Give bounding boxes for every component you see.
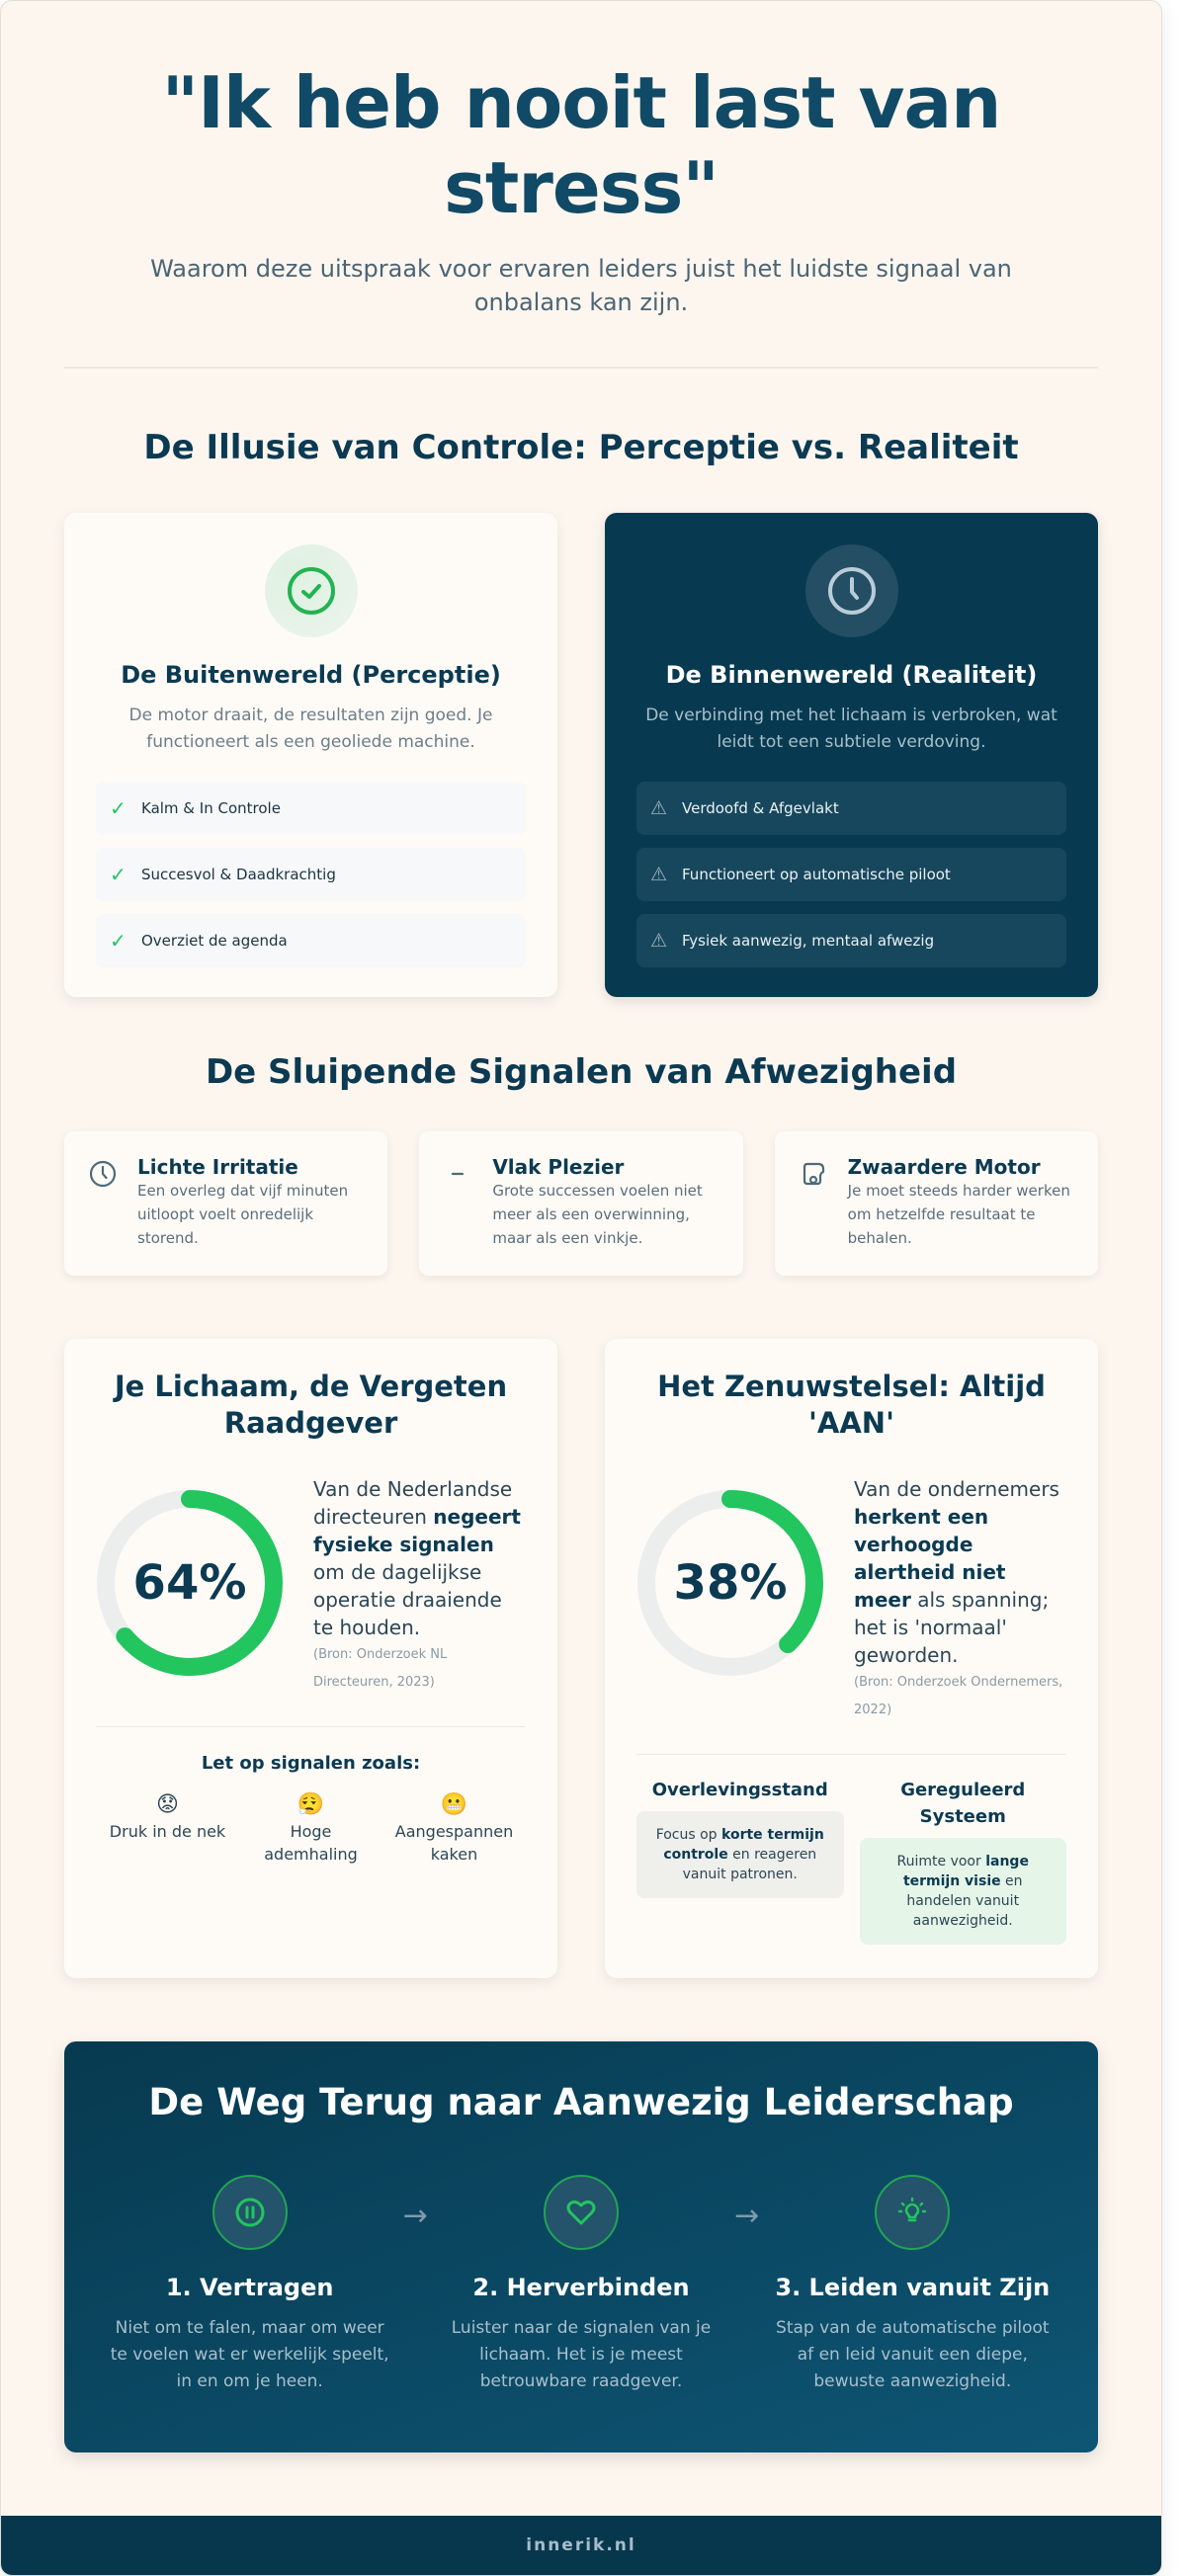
nervous-system-stat-card: Het Zenuwstelsel: Altijd 'AAN' 38% Van d… (605, 1339, 1098, 1978)
percent-value: 64% (132, 1555, 247, 1611)
hero: "Ik heb nooit last van stress" Waarom de… (64, 60, 1098, 369)
step-title: 2. Herverbinden (472, 2274, 690, 2301)
stat-source: (Bron: Onderzoek NL Directeuren, 2023) (313, 1647, 448, 1690)
reality-item: ⚠ Fysiek aanwezig, mentaal afwezig (636, 914, 1066, 967)
body-stat-card: Je Lichaam, de Vergeten Raadgever 64% Va… (64, 1339, 557, 1978)
signal-card: Zwaardere Motor Je moet steeds harder we… (774, 1131, 1098, 1276)
checkmark-icon: ✓ (110, 796, 127, 820)
perception-item-label: Kalm & In Controle (141, 799, 281, 817)
reality-item: ⚠ Functioneert op automatische piloot (636, 848, 1066, 901)
signal-cards: Lichte Irritatie Een overleg dat vijf mi… (64, 1131, 1098, 1276)
body-signal-item: 😬 Aangespannen kaken (385, 1793, 524, 1866)
stat-description: Van de Nederlandse directeuren negeert f… (313, 1477, 521, 1639)
signals-list-title: Let op signalen zoals: (201, 1753, 421, 1774)
step-title: 1. Vertragen (165, 2274, 334, 2301)
arrow-right-icon: → (734, 2199, 760, 2233)
engine-icon (799, 1155, 828, 1250)
perception-item-label: Succesvol & Daadkrachtig (141, 866, 336, 883)
percent-donut-chart: 38% (636, 1489, 824, 1677)
minus-icon (443, 1155, 472, 1250)
body-signal-item: 😮‍💨 Hoge ademhaling (242, 1793, 381, 1866)
perception-reality-cards: De Buitenwereld (Perceptie) De motor dra… (64, 513, 1098, 997)
check-circle-icon (264, 544, 358, 637)
signals-section-title: De Sluipende Signalen van Afwezigheid (205, 1052, 958, 1092)
arrow-right-icon: → (402, 2199, 428, 2233)
reality-item-label: Fysiek aanwezig, mentaal afwezig (682, 932, 935, 950)
perception-item: ✓ Kalm & In Controle (96, 782, 526, 835)
reality-description: De verbinding met het lichaam is verbrok… (645, 706, 1057, 752)
hero-title: "Ik heb nooit last van stress" (161, 61, 1002, 229)
mode-description: Focus op korte termijn controle en reage… (636, 1811, 844, 1898)
reality-card: De Binnenwereld (Realiteit) De verbindin… (605, 513, 1098, 997)
mode-title: Gereguleerd Systeem (900, 1780, 1026, 1827)
perception-title: De Buitenwereld (Perceptie) (121, 661, 501, 689)
step-title: 3. Leiden vanuit Zijn (775, 2274, 1051, 2301)
signal-card: Vlak Plezier Grote successen voelen niet… (419, 1131, 743, 1276)
signal-title: Zwaardere Motor (847, 1155, 1041, 1179)
path-step: 2. Herverbinden Luister naar de signalen… (435, 2175, 726, 2395)
body-signals: 😟 Druk in de nek 😮‍💨 Hoge ademhaling 😬 A… (96, 1793, 526, 1866)
warning-icon: ⚠ (650, 864, 668, 885)
perception-card: De Buitenwereld (Perceptie) De motor dra… (64, 513, 557, 997)
path-step: 3. Leiden vanuit Zijn Stap van de automa… (767, 2175, 1058, 2395)
checkmark-icon: ✓ (110, 929, 127, 953)
nervous-modes: Overlevingsstand Focus op korte termijn … (636, 1777, 1066, 1945)
perception-description: De motor draait, de resultaten zijn goed… (128, 706, 493, 752)
body-card-title: Je Lichaam, de Vergeten Raadgever (114, 1370, 508, 1440)
clock-icon (88, 1155, 118, 1250)
signal-text: Grote successen voelen niet meer als een… (492, 1182, 703, 1247)
clock-icon (804, 544, 898, 637)
hero-subtitle: Waarom deze uitspraak voor ervaren leide… (150, 255, 1012, 316)
warning-icon: ⚠ (650, 797, 668, 819)
step-text: Luister naar de signalen van je lichaam.… (451, 2318, 712, 2391)
footer: innerik.nl (1, 2516, 1161, 2575)
pause-icon (211, 2175, 288, 2250)
lightbulb-icon (875, 2175, 951, 2250)
mode-description: Ruimte voor lange termijn visie en hande… (859, 1838, 1066, 1945)
signal-text: Je moet steeds harder werken om hetzelfd… (847, 1182, 1070, 1247)
signal-card: Lichte Irritatie Een overleg dat vijf mi… (64, 1131, 388, 1276)
signal-title: Lichte Irritatie (137, 1155, 298, 1179)
signal-text: Een overleg dat vijf minuten uitloopt vo… (137, 1182, 349, 1247)
path-steps: 1. Vertragen Niet om te falen, maar om w… (104, 2175, 1058, 2395)
reality-item: ⚠ Verdoofd & Afgevlakt (636, 782, 1066, 835)
survival-mode: Overlevingsstand Focus op korte termijn … (636, 1777, 844, 1945)
mode-title: Overlevingsstand (651, 1780, 828, 1800)
reality-title: De Binnenwereld (Realiteit) (665, 661, 1038, 689)
path-title: De Weg Terug naar Aanwezig Leiderschap (148, 2081, 1014, 2123)
stat-cards: Je Lichaam, de Vergeten Raadgever 64% Va… (64, 1339, 1098, 1978)
footer-link[interactable]: innerik.nl (526, 2535, 636, 2555)
path-step: 1. Vertragen Niet om te falen, maar om w… (104, 2175, 395, 2395)
perception-item-label: Overziet de agenda (141, 932, 288, 950)
regulated-mode: Gereguleerd Systeem Ruimte voor lange te… (859, 1777, 1066, 1945)
reality-item-label: Functioneert op automatische piloot (682, 866, 951, 883)
body-signal-item: 😟 Druk in de nek (99, 1793, 237, 1866)
heart-icon (543, 2175, 619, 2250)
percent-donut-chart: 64% (96, 1489, 284, 1677)
checkmark-icon: ✓ (110, 863, 127, 886)
step-text: Niet om te falen, maar om weer te voelen… (110, 2318, 389, 2391)
grimacing-face-icon: 😬 (440, 1792, 468, 1817)
stat-source: (Bron: Onderzoek Ondernemers, 2022) (854, 1675, 1063, 1717)
worried-face-icon: 😟 (156, 1792, 179, 1817)
nervous-card-title: Het Zenuwstelsel: Altijd 'AAN' (657, 1370, 1046, 1440)
illusion-section-title: De Illusie van Controle: Perceptie vs. R… (143, 428, 1019, 467)
perception-item: ✓ Overziet de agenda (96, 914, 526, 967)
exhaling-face-icon: 😮‍💨 (296, 1792, 325, 1817)
signal-title: Vlak Plezier (492, 1155, 625, 1179)
percent-value: 38% (673, 1555, 788, 1611)
path-back-section: De Weg Terug naar Aanwezig Leiderschap 1… (64, 2041, 1098, 2452)
reality-item-label: Verdoofd & Afgevlakt (682, 799, 839, 817)
warning-icon: ⚠ (650, 930, 668, 952)
perception-item: ✓ Succesvol & Daadkrachtig (96, 848, 526, 901)
stat-description: Van de ondernemers herkent een verhoogde… (854, 1477, 1059, 1667)
step-text: Stap van de automatische piloot af en le… (776, 2318, 1050, 2391)
